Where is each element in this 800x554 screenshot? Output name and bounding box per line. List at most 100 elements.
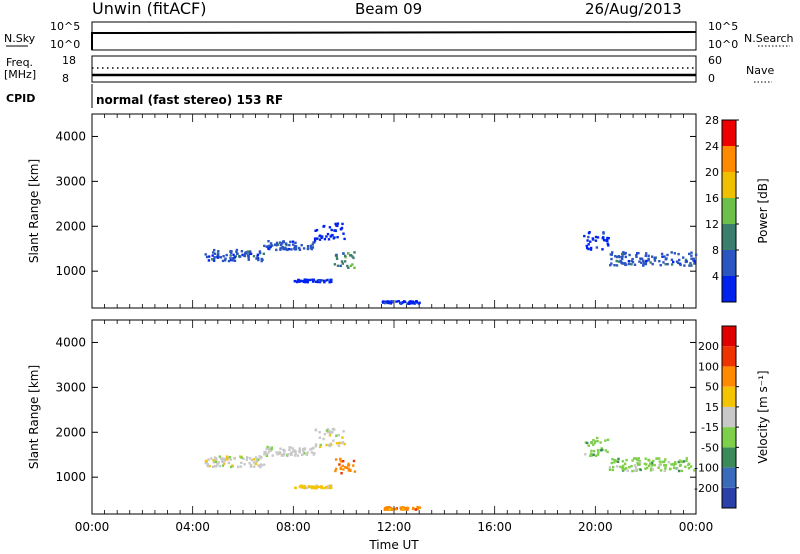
velocity-echo (323, 432, 327, 436)
power-echo (336, 264, 340, 267)
velocity-echo (213, 465, 216, 468)
power-echo (229, 250, 232, 253)
velocity-echo (634, 457, 637, 460)
velocity-echo (282, 453, 285, 456)
power-echo (676, 261, 680, 265)
velocity-echo (237, 465, 240, 469)
power-echo (635, 254, 638, 257)
power-echo (333, 263, 337, 266)
power-echo (602, 238, 606, 242)
power-echo (644, 254, 647, 257)
power-echo (294, 241, 297, 244)
velocity-echo (411, 507, 415, 511)
velocity-echo (345, 466, 348, 469)
velocity-echo (327, 485, 330, 488)
power-echo (262, 252, 265, 255)
power-echo (291, 240, 295, 243)
power-echo (660, 252, 664, 256)
power-echo (294, 246, 297, 249)
power-echo (308, 278, 311, 282)
power-echo (280, 243, 283, 247)
power-echo (601, 248, 604, 251)
velocity-echo (337, 444, 341, 448)
power-echo (615, 259, 618, 263)
power-echo (595, 246, 599, 249)
power-echo (352, 256, 355, 260)
power-echo (647, 259, 650, 262)
velocity-echo (347, 462, 350, 465)
velocity-echo (298, 449, 301, 453)
velocity-echo (617, 457, 620, 461)
power-echo (235, 248, 239, 252)
velocity-echo (672, 466, 676, 470)
power-echo (623, 262, 627, 265)
power-echo (326, 232, 330, 236)
velocity-echo (323, 486, 326, 490)
power-echo (682, 256, 685, 259)
velocity-echo (326, 430, 329, 434)
velocity-echo (320, 486, 323, 490)
power-echo (271, 244, 274, 247)
velocity-echo (305, 453, 309, 456)
power-colorbar: 4 8 12 16 20 24 28 (705, 114, 739, 303)
velocity-echo (628, 466, 631, 469)
velocity-echo (689, 465, 693, 468)
velocity-echo (303, 448, 306, 451)
velocity-echo (338, 441, 341, 445)
power-echo (625, 263, 628, 266)
velocity-echo (655, 457, 658, 460)
velocity-echo (334, 469, 337, 473)
power-echo (269, 242, 273, 245)
nave-tick-bottom: 0 (708, 72, 715, 85)
velocity-echo (263, 453, 266, 456)
power-echo (647, 254, 650, 257)
power-echo (602, 232, 605, 235)
power-echo (665, 257, 668, 260)
power-echo (677, 252, 680, 256)
power-echo (217, 250, 220, 253)
velocity-echo (685, 459, 688, 462)
power-echo (594, 235, 598, 239)
velocity-echo (265, 454, 269, 458)
power-echo (635, 255, 638, 258)
power-echo (679, 263, 682, 267)
velocity-echo (613, 461, 616, 464)
velocity-echo (320, 485, 323, 488)
velocity-echo (664, 464, 667, 467)
velocity-echo (635, 468, 638, 471)
cpid-text: normal (fast stereo) 153 RF (96, 93, 283, 107)
power-echo (615, 255, 619, 259)
velocity-echo (644, 467, 647, 470)
power-echo (267, 240, 270, 243)
power-echo (229, 258, 233, 262)
velocity-xtick-label: 12:00 (377, 520, 412, 534)
power-echo (293, 247, 296, 250)
power-echo (298, 280, 301, 283)
power-echo (604, 239, 607, 242)
velocity-echo (214, 460, 217, 464)
power-echo (213, 256, 216, 259)
velocity-echo (664, 467, 667, 471)
velocity-echo (245, 458, 248, 461)
power-echo (397, 300, 400, 303)
velocity-echo (291, 450, 295, 453)
power-echo (316, 280, 319, 284)
velocity-echo (314, 429, 318, 432)
velocity-echo (312, 446, 315, 450)
power-ylabel: Slant Range [km] (27, 159, 41, 263)
velocity-echo (310, 447, 314, 450)
velocity-echo (206, 463, 210, 466)
velocity-echo (634, 466, 638, 469)
velocity-echo (314, 443, 318, 446)
power-echo (607, 237, 610, 240)
power-echo (302, 247, 306, 250)
power-echo (586, 239, 589, 242)
power-colorbar-frame (721, 119, 737, 303)
velocity-echo (606, 450, 609, 454)
velocity-echo (225, 455, 229, 458)
velocity-echo (309, 485, 313, 489)
power-echo (637, 251, 640, 255)
power-echo (627, 260, 631, 263)
velocity-echo (657, 466, 660, 469)
velocity-echo (303, 484, 306, 488)
